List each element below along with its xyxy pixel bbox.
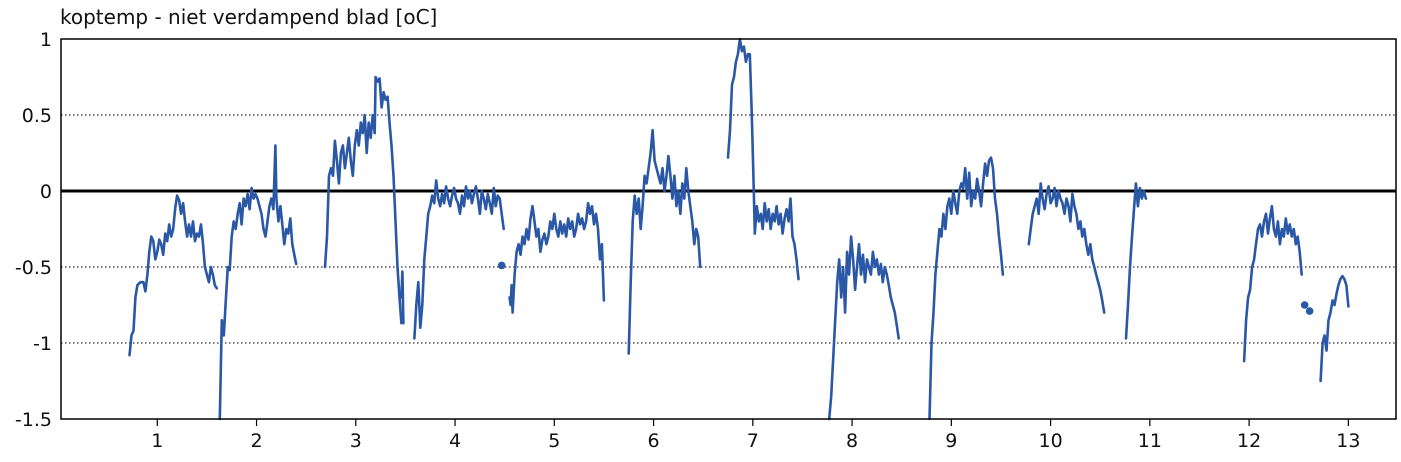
chart-title: koptemp - niet verdampend blad [oC] [60, 5, 438, 29]
y-tick-label: -0.5 [15, 257, 52, 279]
series-segment [928, 156, 1005, 421]
x-tick-label: 6 [648, 430, 660, 452]
x-tick-label: 10 [1038, 430, 1062, 452]
y-tick-label: 0.5 [22, 105, 52, 127]
x-tick-label: 13 [1336, 430, 1360, 452]
series-segment [827, 235, 900, 421]
series-segment [1027, 182, 1106, 314]
series-segment [1242, 204, 1303, 363]
x-tick-label: 9 [945, 430, 957, 452]
series-segment [218, 144, 298, 421]
axes: 10.50-0.5-1-1.51 2 3 4 5 6 7 8 9 10 11 12 13 [15, 29, 1361, 452]
x-tick-label: 7 [747, 430, 759, 452]
y-tick-label: -1 [33, 333, 52, 355]
data-point [497, 261, 506, 270]
x-tick-label: 8 [846, 430, 858, 452]
series-segment [726, 37, 800, 281]
series-segment [128, 194, 219, 357]
x-tick-label: 3 [350, 430, 362, 452]
series-segment [413, 179, 505, 340]
series-segment [627, 128, 702, 355]
x-tick-label: 4 [449, 430, 461, 452]
series-segment [1124, 182, 1148, 340]
x-tick-label: 2 [250, 430, 262, 452]
series-segment [400, 270, 405, 325]
x-tick-label: 11 [1138, 430, 1162, 452]
x-tick-label: 1 [151, 430, 163, 452]
y-tick-label: -1.5 [15, 409, 52, 431]
x-tick-label: 5 [548, 430, 560, 452]
series-line [128, 37, 1350, 421]
series-segment [323, 75, 403, 325]
x-tick-label: 12 [1237, 430, 1261, 452]
series-segment [1319, 274, 1350, 383]
data-point [1305, 307, 1314, 315]
data-point [1300, 301, 1309, 309]
y-tick-label: 1 [40, 29, 52, 51]
y-tick-label: 0 [40, 181, 52, 203]
series-segment [508, 201, 606, 314]
plot-area-frame [60, 38, 1397, 420]
grid-lines [61, 114, 1396, 344]
